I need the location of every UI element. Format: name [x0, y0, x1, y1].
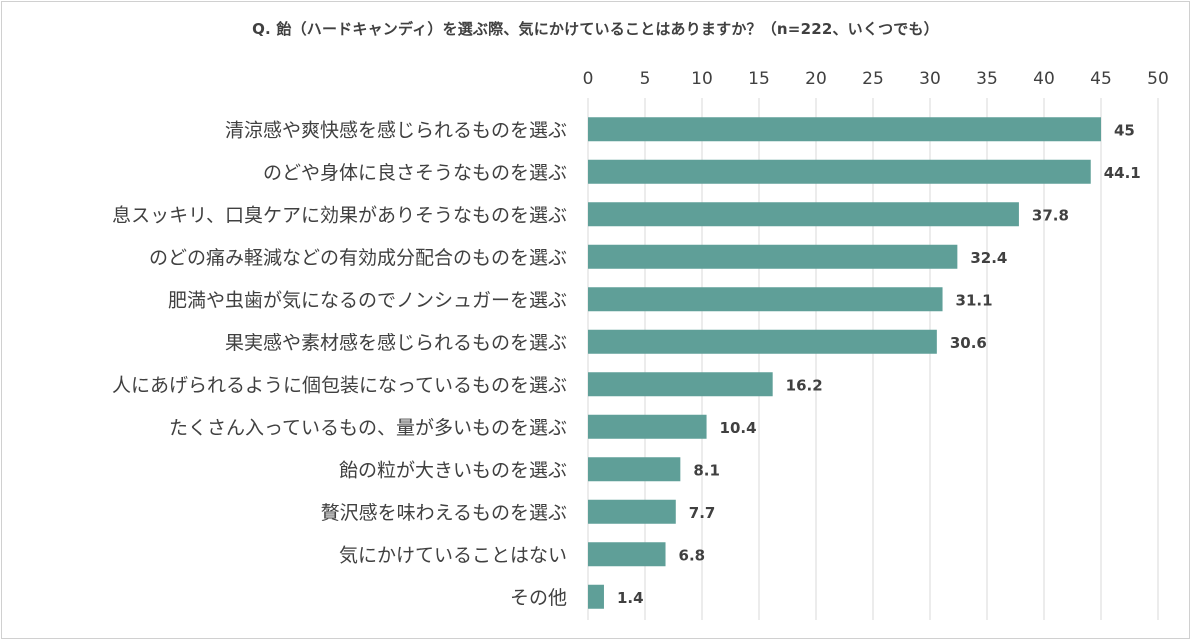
data-label: 16.2 — [786, 376, 823, 394]
data-label: 45 — [1114, 121, 1135, 139]
x-tick-label: 25 — [862, 69, 884, 89]
bar — [588, 372, 773, 397]
category-label: 息スッキリ、口臭ケアに効果がありそうなものを選ぶ — [112, 204, 567, 226]
category-label: 気にかけていることはない — [339, 544, 567, 566]
x-tick-label: 50 — [1147, 69, 1169, 89]
x-tick-label: 10 — [691, 69, 713, 89]
bar — [588, 542, 666, 567]
x-tick-label: 20 — [805, 69, 827, 89]
x-tick-label: 40 — [1033, 69, 1055, 89]
bar — [588, 584, 604, 609]
category-label: 人にあげられるように個包装になっているものを選ぶ — [112, 374, 567, 396]
bar — [588, 159, 1091, 184]
category-label: 清涼感や爽快感を感じられるものを選ぶ — [225, 119, 567, 141]
data-label: 44.1 — [1104, 164, 1141, 182]
category-label: たくさん入っているもの、量が多いものを選ぶ — [169, 417, 567, 439]
bar — [588, 457, 681, 482]
category-label: 肥満や虫歯が気になるのでノンシュガーを選ぶ — [168, 289, 567, 311]
category-label: のどや身体に良さそうなものを選ぶ — [263, 162, 567, 184]
data-label: 32.4 — [970, 249, 1007, 267]
category-label: 飴の粒が大きいものを選ぶ — [339, 459, 567, 481]
x-tick-label: 5 — [640, 69, 651, 89]
data-label: 10.4 — [720, 419, 757, 437]
bar — [588, 117, 1101, 142]
category-label: その他 — [510, 587, 567, 609]
bar — [588, 287, 943, 312]
data-label: 7.7 — [689, 504, 716, 522]
data-label: 6.8 — [679, 546, 706, 564]
bar — [588, 329, 937, 354]
data-label: 30.6 — [950, 334, 987, 352]
data-label: 37.8 — [1032, 206, 1069, 224]
x-tick-label: 0 — [583, 69, 594, 89]
x-axis-ticks: 0 5 10 15 20 25 30 35 40 45 50 — [583, 69, 1169, 89]
bars — [588, 117, 1101, 609]
bar — [588, 244, 958, 269]
bar — [588, 414, 707, 439]
category-label: のどの痛み軽減などの有効成分配合のものを選ぶ — [149, 247, 567, 269]
x-tick-label: 30 — [919, 69, 941, 89]
x-tick-label: 15 — [748, 69, 770, 89]
x-tick-label: 45 — [1090, 69, 1112, 89]
data-label: 1.4 — [617, 589, 644, 607]
data-labels: 45 44.1 37.8 32.4 31.1 30.6 16.2 10.4 8.1 7.7 6.8 1… — [617, 121, 1141, 607]
category-label: 贅沢感を味わえるものを選ぶ — [321, 502, 567, 524]
chart-title: Q. 飴（ハードキャンディ）を選ぶ際、気にかけていることはありますか？（n=22… — [252, 20, 939, 38]
gridlines — [587, 98, 1159, 620]
bar — [588, 202, 1019, 227]
category-labels: 清涼感や爽快感を感じられるものを選ぶのどや身体に良さそうなものを選ぶ息スッキリ、… — [112, 119, 567, 609]
category-label: 果実感や素材感を感じられるものを選ぶ — [225, 332, 567, 354]
x-tick-label: 35 — [976, 69, 998, 89]
data-label: 8.1 — [693, 461, 720, 479]
data-label: 31.1 — [956, 291, 993, 309]
bar — [588, 499, 676, 524]
